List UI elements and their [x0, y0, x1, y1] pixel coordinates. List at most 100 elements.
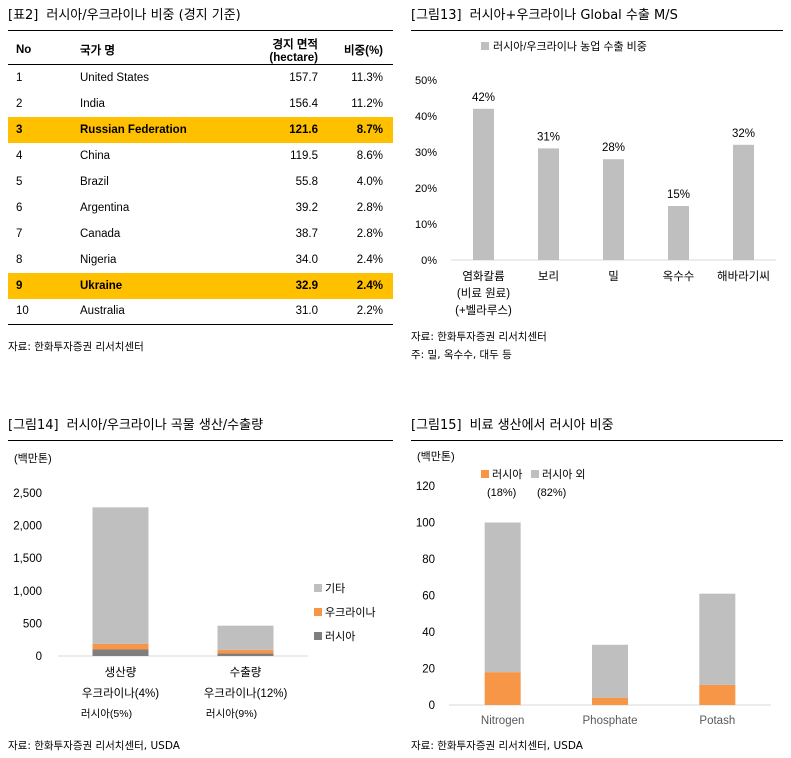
fig13-category-label: 밀	[608, 270, 619, 283]
fig14-legend-label: 우크라이나	[325, 606, 376, 619]
fig13-title-rule	[411, 30, 783, 31]
fig13-title: [그림13] 러시아+우크라이나 Global 수출 M/S	[411, 4, 678, 23]
fig14-ytick-label: 2,000	[13, 521, 42, 533]
row-no-cell: 6	[16, 201, 23, 214]
row-area-cell: 39.2	[295, 201, 318, 214]
fig14-ytick-label: 500	[23, 618, 42, 630]
fig13-bar	[733, 144, 754, 260]
row-share-cell: 2.4%	[318, 272, 393, 299]
fig13-bar	[603, 159, 624, 260]
fig14-ytick-label: 2,500	[13, 488, 42, 500]
fig14-bar-russia	[92, 649, 149, 656]
fig13-legend-label: 러시아/우크라이나 농업 수출 비중	[493, 40, 647, 53]
fig13-panel: [그림13] 러시아+우크라이나 Global 수출 M/S 러시아/우크라이나 …	[411, 4, 783, 364]
fig14-title-bracket: [그림14]	[8, 418, 59, 433]
row-no-cell: 7	[16, 227, 23, 240]
fig13-category-label: 염화칼륨	[462, 270, 504, 283]
table-row: 6 Argentina 39.2 2.8%	[8, 195, 393, 221]
row-share-cell: 11.3%	[351, 71, 383, 84]
fig15-category-label: Phosphate	[583, 715, 638, 727]
fig14-ytick-label: 1,000	[13, 586, 42, 598]
row-area-cell: 156.4	[289, 97, 318, 110]
row-country-cell: Australia	[80, 298, 230, 325]
table-title-rule	[8, 30, 393, 31]
fig13-data-label: 32%	[732, 128, 755, 140]
row-area-cell: 32.9	[230, 272, 318, 299]
fig14-category-note: 러시아(5%)	[81, 708, 132, 720]
fig15-ytick-label: 100	[416, 518, 435, 530]
fig14-ytick-label: 1,500	[13, 553, 42, 565]
fig15-ytick-label: 40	[422, 627, 435, 639]
fig15-ytick-label: 120	[416, 481, 435, 493]
fig13-ytick-label: 50%	[415, 75, 437, 87]
fig15-unit-label: (백만톤)	[417, 450, 455, 463]
fig13-category-label: (+벨라루스)	[455, 304, 512, 317]
fig15-title-bracket: [그림15]	[411, 418, 462, 433]
fig13-ytick-label: 30%	[415, 147, 437, 159]
row-country-cell: India	[80, 97, 105, 110]
table-row: 5 Brazil 55.8 4.0%	[8, 169, 393, 195]
row-country-cell: Russian Federation	[80, 116, 230, 143]
header-country: 국가 명	[80, 36, 230, 65]
fig15-title: [그림15] 비료 생산에서 러시아 비중	[411, 414, 614, 433]
fig14-chart: (백만톤) 0 500 1,000 1,500 2,000 2,500 생산량우크라이나(4%…	[13, 452, 376, 720]
fig13-title-text: 러시아+우크라이나 Global 수출 M/S	[469, 8, 678, 23]
row-no-cell: 1	[16, 71, 23, 84]
row-area-cell: 34.0	[295, 253, 318, 266]
fig14-title-rule	[8, 440, 393, 441]
fig13-bar	[473, 108, 494, 260]
row-share-cell: 2.2%	[318, 298, 393, 325]
fig14-legend-swatch	[314, 584, 322, 592]
row-share-cell: 2.4%	[356, 253, 383, 266]
table-row: 3 Russian Federation 121.6 8.7%	[8, 116, 393, 143]
row-country-cell: Brazil	[80, 175, 109, 188]
row-country-cell: Nigeria	[80, 253, 117, 266]
row-area-cell: 121.6	[230, 116, 318, 143]
fig13-ytick-label: 20%	[415, 183, 437, 195]
row-no-cell: 4	[16, 149, 23, 162]
fig13-category-label: 옥수수	[663, 270, 695, 283]
table-body: 1 United States 157.7 11.3% 2 India 156.4 11.2%…	[8, 65, 393, 325]
row-area-cell: 157.7	[289, 71, 318, 84]
fig13-title-bracket: [그림13]	[411, 8, 462, 23]
table-row: 8 Nigeria 34.0 2.4%	[8, 247, 393, 273]
row-no-cell: 8	[16, 253, 23, 266]
table-row: 7 Canada 38.7 2.8%	[8, 221, 393, 247]
fig15-bar-other	[484, 522, 521, 673]
fig15-legend-swatch	[531, 470, 539, 478]
fig15-source: 자료: 한화투자증권 리서치센터, USDA	[411, 740, 583, 752]
fig13-chart: 러시아/우크라이나 농업 수출 비중 0% 10% 20% 30% 40% 50% 42% 염화…	[415, 40, 776, 317]
fig14-ytick-label: 0	[36, 651, 42, 663]
fig14-bar-other	[92, 507, 149, 644]
fig14-category-label: 생산량	[105, 666, 137, 679]
fig15-legend-share: (18%)	[487, 487, 516, 499]
table-title-bracket: [표2]	[8, 8, 39, 23]
fig13-category-label: 보리	[538, 270, 559, 283]
fig15-ytick-label: 60	[422, 591, 435, 603]
fig13-ytick-label: 10%	[415, 219, 437, 231]
fig15-bar-russia	[592, 697, 628, 705]
fig13-category-label: (비료 원료)	[457, 286, 510, 300]
row-share-cell: 2.8%	[356, 227, 383, 240]
fig14-bar-ukraine	[92, 643, 149, 650]
fig14-legend-swatch	[314, 632, 322, 640]
fig14-source: 자료: 한화투자증권 리서치센터, USDA	[8, 740, 180, 752]
table-panel: [표2] 러시아/우크라이나 비중 (경지 기준) No 국가 명 경지 면적(h…	[8, 4, 393, 354]
row-no-cell: 10	[8, 298, 80, 325]
fig13-legend-swatch	[481, 42, 489, 50]
fig15-legend-swatch	[481, 470, 489, 478]
row-no-cell: 3	[8, 116, 80, 143]
fig13-data-label: 28%	[602, 142, 625, 154]
fig14-category-note: 우크라이나(4%)	[82, 687, 159, 700]
fig14-bar-other	[217, 625, 274, 650]
fig15-title-rule	[411, 440, 783, 441]
fig15-ytick-label: 20	[422, 664, 435, 676]
table-title: [표2] 러시아/우크라이나 비중 (경지 기준)	[8, 4, 241, 23]
fig13-bar	[538, 148, 559, 260]
row-country-cell: Argentina	[80, 201, 130, 214]
table-title-text: 러시아/우크라이나 비중 (경지 기준)	[46, 8, 241, 23]
row-no-cell: 9	[8, 272, 80, 299]
fig13-ytick-label: 40%	[415, 111, 437, 123]
row-no-cell: 5	[16, 175, 23, 188]
fig13-data-label: 15%	[667, 189, 690, 201]
